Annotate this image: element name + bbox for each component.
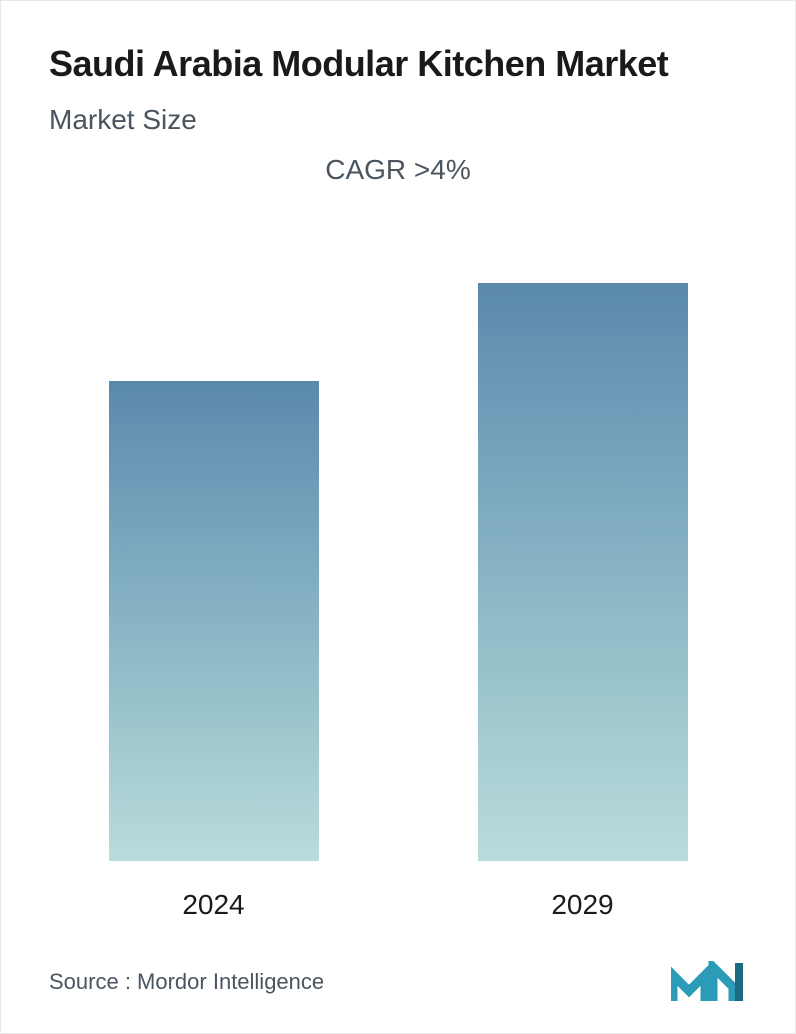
chart-title: Saudi Arabia Modular Kitchen Market bbox=[49, 41, 747, 86]
chart-subtitle: Market Size bbox=[49, 104, 747, 136]
bar-group-1: 2029 bbox=[448, 283, 717, 921]
bar-1 bbox=[478, 283, 688, 861]
chart-plot-area: 2024 2029 bbox=[49, 236, 747, 921]
bar-label-0: 2024 bbox=[182, 889, 244, 921]
bar-group-0: 2024 bbox=[79, 381, 348, 921]
brand-logo-icon bbox=[671, 961, 747, 1003]
source-label: Source : Mordor Intelligence bbox=[49, 969, 324, 995]
chart-footer: Source : Mordor Intelligence bbox=[49, 951, 747, 1003]
bar-label-1: 2029 bbox=[551, 889, 613, 921]
bar-0 bbox=[109, 381, 319, 861]
chart-container: Saudi Arabia Modular Kitchen Market Mark… bbox=[0, 0, 796, 1034]
cagr-label: CAGR >4% bbox=[49, 154, 747, 186]
